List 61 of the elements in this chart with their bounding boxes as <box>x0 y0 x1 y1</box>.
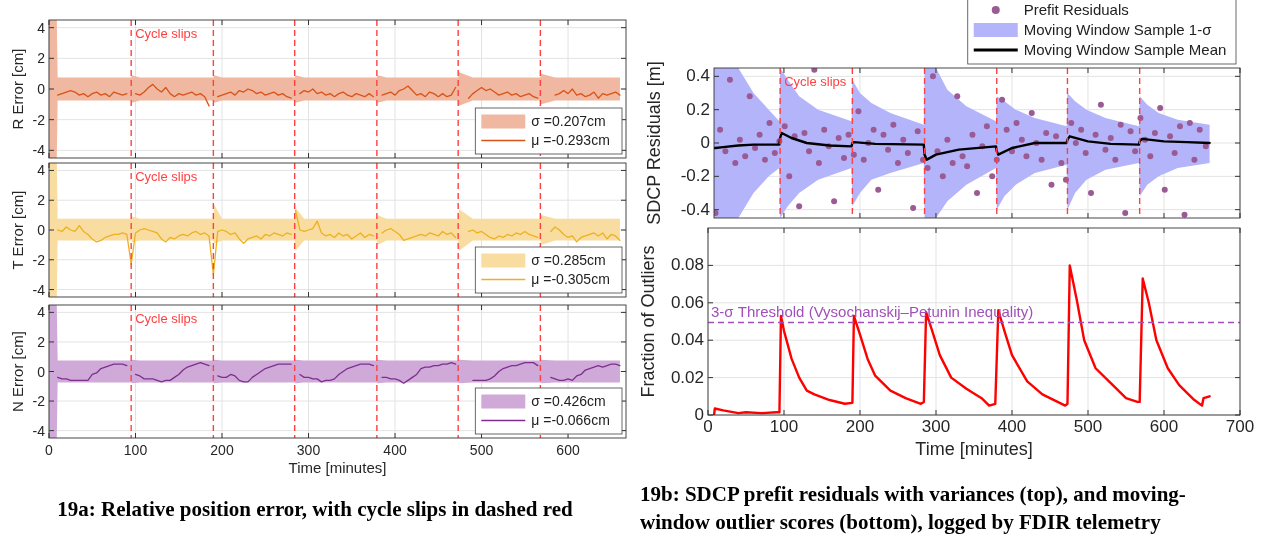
y-tick-label: 4 <box>37 304 46 321</box>
ref-line-label: Cycle slips <box>135 26 198 41</box>
legend-label: σ =0.426cm <box>531 393 606 410</box>
x-tick-label: 300 <box>296 442 321 458</box>
x-tick-label: 500 <box>1073 417 1103 436</box>
y-tick-label: 0.04 <box>670 330 704 350</box>
legend-label: σ =0.285cm <box>531 252 606 269</box>
y-axis-title: R Error [cm] <box>9 48 26 130</box>
y-tick-label: 0.08 <box>670 255 704 275</box>
y-tick-label: 2 <box>37 192 46 209</box>
x-tick-label: 200 <box>845 417 875 436</box>
y-tick-label: 0 <box>37 81 46 97</box>
y-tick-label: 4 <box>37 19 46 36</box>
y-axis-title: Fraction of Outliers <box>638 245 658 398</box>
legend-label: Prefit Residuals <box>1023 1 1129 19</box>
y-axis-title: SDCP Residuals [m] <box>644 61 664 225</box>
x-axis-title: Time [minutes] <box>288 459 387 476</box>
x-tick-label: 500 <box>469 442 494 458</box>
x-tick-label: 600 <box>556 442 580 458</box>
y-tick-label: -2 <box>32 393 46 410</box>
x-tick-label: 700 <box>1225 417 1255 436</box>
legend-label: Moving Window Sample 1-σ <box>1023 21 1213 39</box>
y-tick-label: 4 <box>37 162 46 179</box>
legend-label: μ =-0.305cm <box>531 271 610 288</box>
y-tick-label: -4 <box>32 422 46 439</box>
y-tick-label: -0.4 <box>680 199 710 219</box>
x-tick-label: 300 <box>921 417 951 436</box>
text: 19b: SDCP prefit residuals with variances (top), and moving-window outlier scores (bottom), logged by FDIR telemetry <box>640 482 1186 534</box>
y-tick-label: -2 <box>32 251 46 268</box>
ref-line-label: Cycle slips <box>135 311 198 326</box>
x-tick-label: 600 <box>1149 417 1179 436</box>
y-tick-label: 0.06 <box>670 292 704 312</box>
y-tick-label: 2 <box>37 333 46 350</box>
y-tick-label: 0 <box>694 405 704 424</box>
y-tick-label: 0.4 <box>686 66 710 86</box>
x-tick-label: 400 <box>383 442 407 458</box>
x-tick-label: 100 <box>123 442 148 458</box>
y-axis-title: N Error [cm] <box>9 331 26 412</box>
ref-line-label: Cycle slips <box>135 169 198 184</box>
y-tick-label: -4 <box>32 142 46 159</box>
x-tick-label: 400 <box>997 417 1027 436</box>
legend-label: μ =-0.066cm <box>531 412 610 429</box>
x-tick-label: 200 <box>210 442 234 458</box>
legend-label: μ =-0.293cm <box>531 132 610 149</box>
y-tick-label: 0.02 <box>670 367 704 387</box>
y-tick-label: -2 <box>32 111 46 128</box>
y-tick-label: -4 <box>32 281 46 298</box>
y-tick-label: 0 <box>37 222 46 238</box>
y-tick-label: 2 <box>37 50 46 67</box>
y-tick-label: 0 <box>37 363 46 380</box>
y-axis-title: T Error [cm] <box>9 190 26 270</box>
x-tick-label: 100 <box>769 417 799 436</box>
y-tick-label: 0.2 <box>686 99 710 119</box>
ref-line-label: 3-σ Threshold (Vysochanskij–Petunin Inequality) <box>711 303 1034 321</box>
ref-line-label: Cycle slips <box>784 74 847 89</box>
y-tick-label: -0.2 <box>680 166 710 186</box>
text: 19a: Relative position error, with cycle slips in dashed red <box>57 497 573 521</box>
legend-label: σ =0.207cm <box>531 113 606 130</box>
x-axis-title: Time [minutes] <box>915 439 1033 459</box>
legend-label: Moving Window Sample Mean <box>1023 41 1227 59</box>
y-tick-label: 0 <box>700 133 710 152</box>
